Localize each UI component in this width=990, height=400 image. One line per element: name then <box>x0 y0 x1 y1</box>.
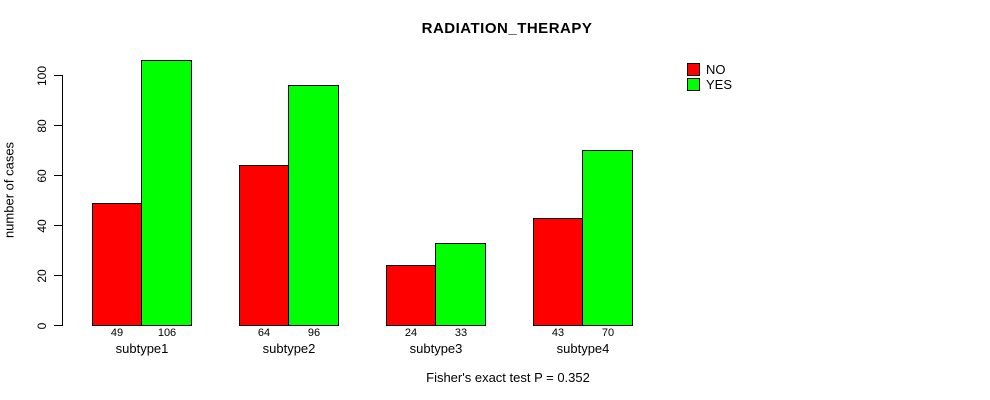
y-tick-mark <box>54 325 62 326</box>
bar-value-label: 33 <box>454 327 468 339</box>
legend-item-yes: YES <box>687 77 732 92</box>
x-category-label: subtype4 <box>556 341 610 356</box>
bar-subtype1-no <box>92 202 142 326</box>
legend-swatch-no <box>687 63 700 76</box>
bar-value-label: 24 <box>404 327 418 339</box>
y-tick-label: 40 <box>35 218 49 233</box>
bar-subtype3-yes <box>435 242 486 326</box>
x-category-label: subtype1 <box>115 341 169 356</box>
y-tick-label: 20 <box>35 268 49 283</box>
chart-title: RADIATION_THERAPY <box>421 20 593 37</box>
y-tick-label: 0 <box>35 322 49 329</box>
y-tick-label: 100 <box>35 65 49 86</box>
y-tick-mark <box>54 225 62 226</box>
bar-value-label: 64 <box>257 327 271 339</box>
bar-subtype2-yes <box>288 85 339 326</box>
bar-value-label: 106 <box>157 327 177 339</box>
bar-subtype1-yes <box>141 60 192 326</box>
y-tick-mark <box>54 75 62 76</box>
y-tick-mark <box>54 175 62 176</box>
legend-item-no: NO <box>687 62 732 77</box>
bar-value-label: 49 <box>110 327 124 339</box>
caption: Fisher's exact test P = 0.352 <box>426 370 590 385</box>
y-tick-mark <box>54 275 62 276</box>
y-tick-label: 60 <box>35 168 49 183</box>
y-axis-line <box>62 75 63 326</box>
x-category-label: subtype3 <box>409 341 463 356</box>
bar-value-label: 43 <box>551 327 565 339</box>
bar-value-label: 70 <box>601 327 615 339</box>
y-tick-mark <box>54 125 62 126</box>
legend-swatch-yes <box>687 78 700 91</box>
y-tick-label: 80 <box>35 118 49 133</box>
bar-subtype3-no <box>386 265 436 326</box>
y-axis-title: number of cases <box>1 141 17 239</box>
legend-label-yes: YES <box>706 77 733 92</box>
bar-subtype4-yes <box>582 150 633 326</box>
bar-subtype4-no <box>533 217 583 326</box>
legend-label-no: NO <box>706 62 726 77</box>
legend: NO YES <box>687 62 732 92</box>
bar-subtype2-no <box>239 165 289 326</box>
x-category-label: subtype2 <box>262 341 316 356</box>
bar-value-label: 96 <box>307 327 321 339</box>
